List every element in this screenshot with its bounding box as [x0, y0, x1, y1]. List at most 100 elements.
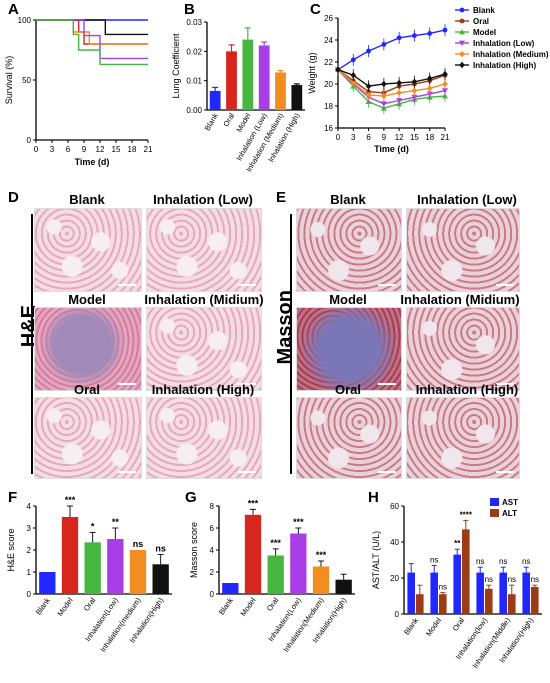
y-axis-label: H&E score: [6, 528, 16, 571]
weight-point: [350, 57, 356, 63]
x-tick-label: 21: [144, 145, 153, 154]
y-axis-label: Masson score: [189, 522, 199, 578]
significance-label: **: [112, 517, 120, 527]
x-tick-label: Model: [239, 596, 258, 618]
significance-label: ns: [508, 575, 516, 584]
significance-label: ns: [476, 557, 484, 566]
x-tick-label: 9: [382, 133, 387, 142]
masson-image-inhalation-low: [406, 208, 520, 292]
masson-bracket-line: [290, 214, 292, 474]
weight-point: [381, 42, 387, 47]
bar: [407, 572, 415, 614]
x-tick-label: 6: [66, 145, 71, 154]
x-axis-label: Time (d): [374, 144, 409, 154]
weight-point: [380, 101, 387, 107]
x-tick-label: 12: [96, 145, 105, 154]
significance-label: ns: [430, 555, 438, 564]
masson-image-blank: [296, 208, 402, 292]
y-tick-label: 0: [395, 610, 400, 619]
y-tick-label: 50: [22, 76, 31, 85]
y-axis-label: Survival (%): [4, 56, 14, 105]
x-axis-label: Time (d): [75, 157, 110, 167]
legend-marker: [459, 61, 465, 69]
bar: [244, 514, 262, 594]
x-tick-label: 0: [336, 133, 341, 142]
y-tick-label: 16: [324, 124, 333, 133]
panel-label-f: F: [8, 489, 18, 506]
legend-label: Inhalation (Low): [473, 39, 535, 48]
bar: [508, 594, 516, 614]
y-tick-label: 0.00: [186, 106, 202, 115]
x-tick-label: 15: [410, 133, 419, 142]
bar: [267, 555, 284, 594]
y-tick-label: 20: [324, 80, 333, 89]
significance-label: ns: [499, 557, 507, 566]
masson-image-inhalation-medium: [406, 307, 520, 391]
y-tick-label: 20: [390, 574, 399, 583]
y-tick-label: 0: [27, 136, 32, 145]
x-tick-label: Model: [424, 616, 443, 638]
bar: [531, 587, 539, 614]
legend-label: Oral: [473, 17, 489, 26]
significance-label: *: [91, 521, 95, 531]
he-title-inhalation-low: Inhalation (Low): [153, 192, 253, 207]
bar: [335, 579, 352, 594]
he-bracket-line: [31, 214, 33, 474]
weight-point: [442, 27, 448, 33]
y-tick-label: 18: [324, 102, 333, 111]
weight-chart: 16 18 20 22 24 26 0 3 6 9 12 15 18 21 Time (d) Weight (…: [307, 6, 549, 154]
he-image-oral: [34, 397, 142, 479]
y-tick-label: 4: [27, 502, 32, 511]
panel-label-e: E: [276, 189, 287, 206]
survival-series-line: [36, 19, 148, 66]
bar: [39, 572, 56, 594]
y-tick-label: 0: [27, 590, 32, 599]
panel-label-g: G: [185, 489, 197, 506]
masson-title-oral: Oral: [334, 382, 361, 397]
y-tick-label: 2: [210, 568, 215, 577]
y-tick-label: 60: [390, 502, 399, 511]
y-axis-label: Weight (g): [307, 52, 317, 93]
weight-series-line: [337, 69, 446, 87]
panel-label-a: A: [8, 1, 19, 18]
panel-label-b: B: [184, 1, 195, 18]
weight-point: [442, 80, 448, 88]
x-tick-label: 9: [82, 145, 87, 154]
x-tick-label: Blank: [203, 111, 220, 132]
legend-label: Inhalation (High): [473, 61, 536, 70]
significance-label: ***: [248, 498, 259, 508]
legend-label: Blank: [473, 6, 495, 15]
x-tick-label: 3: [50, 145, 55, 154]
bar: [61, 517, 79, 594]
he-title-inhalation-medium: Inhalation (Midium): [144, 292, 264, 307]
significance-label: ****: [460, 510, 473, 519]
bar: [453, 554, 461, 614]
masson-score-chart: 0 2 4 6 8 Masson score Blank *** Model *** Oral ***…: [189, 498, 355, 654]
bar: [209, 90, 221, 110]
bar: [430, 572, 438, 614]
legend-label: Inhalation (Medium): [473, 50, 549, 59]
weight-series-line: [337, 29, 446, 71]
masson-title-model: Model: [329, 292, 367, 307]
y-axis-label: AST/ALT (U/L): [371, 531, 381, 589]
bar: [242, 39, 254, 110]
bar: [275, 72, 286, 110]
masson-image-model: [296, 307, 402, 391]
weight-series-line: [337, 69, 446, 105]
masson-image-inhalation-high: [406, 397, 520, 479]
significance-label: ns: [155, 543, 166, 553]
bar: [84, 542, 101, 594]
weight-point: [381, 80, 387, 88]
bar: [499, 572, 507, 614]
bar: [476, 572, 484, 614]
x-tick-label: Blank: [34, 596, 52, 617]
legend-marker: [459, 50, 465, 58]
bar: [107, 539, 124, 594]
x-tick-label: 6: [366, 133, 371, 142]
y-tick-label: 0.03: [186, 18, 202, 27]
y-axis-label: Lung Coefficient: [171, 33, 181, 98]
x-tick-label: 12: [395, 133, 404, 142]
weight-point: [366, 48, 371, 54]
weight-point: [335, 66, 341, 73]
